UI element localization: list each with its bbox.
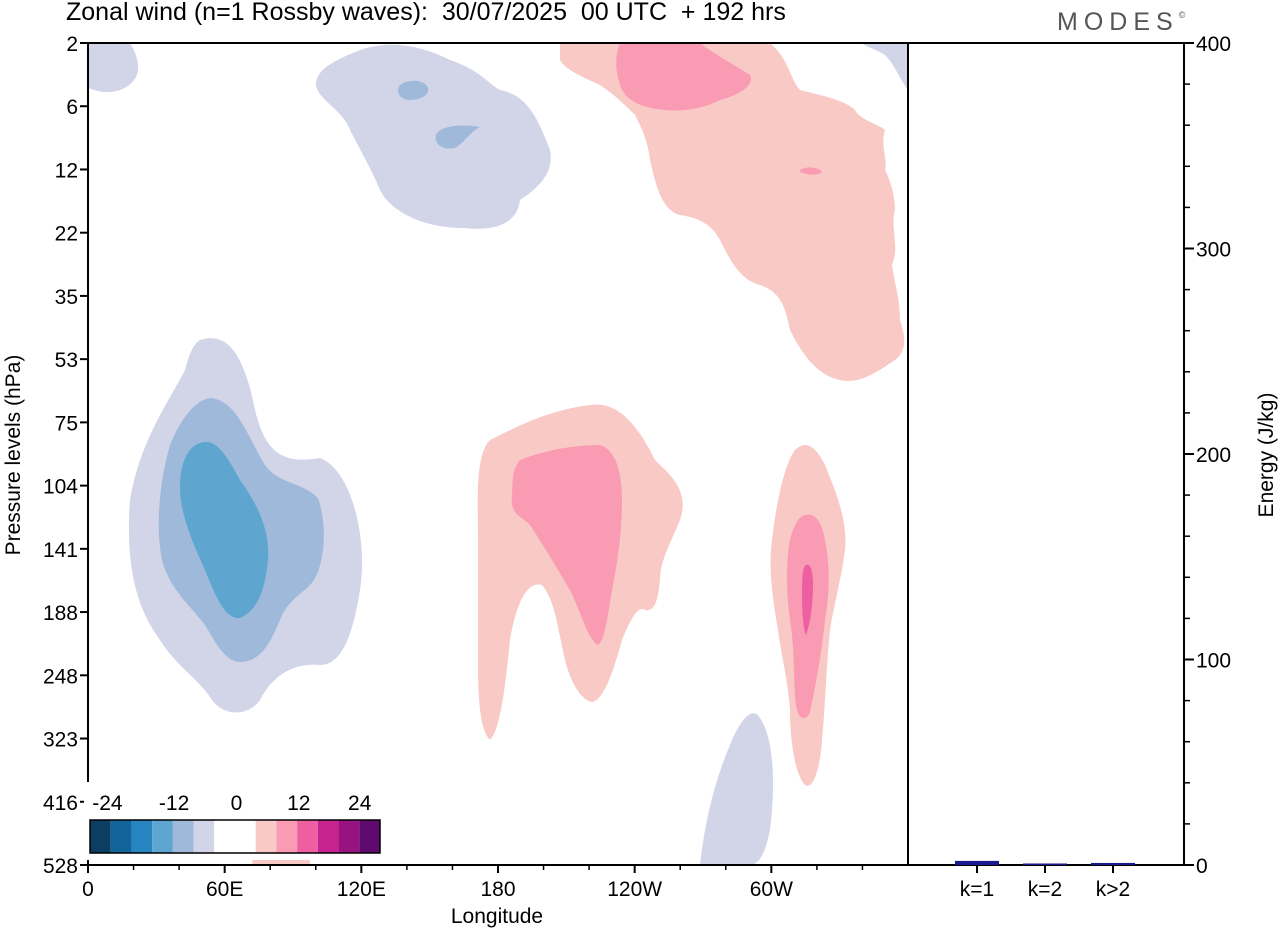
energy-bars: k=1 k=2 k>2 <box>955 860 1135 901</box>
contour-neg-west-core <box>180 442 269 619</box>
pressure-axis: 2 6 12 22 35 53 75 104 141 188 248 323 416 528 <box>43 33 88 878</box>
y-tick-label: 6 <box>66 96 78 119</box>
colorbar-swatch <box>317 820 339 853</box>
contour-neg-upper <box>315 44 551 229</box>
y-tick-label: 248 <box>43 665 78 688</box>
logo-mark: © <box>1178 10 1186 20</box>
colorbar-label: 24 <box>348 792 372 815</box>
colorbar-label: 12 <box>287 792 310 815</box>
y-tick-label: 104 <box>43 476 78 499</box>
energy-tick-label: 300 <box>1196 239 1231 262</box>
y-tick-label: 141 <box>43 539 78 562</box>
x-tick-label: 60W <box>750 878 793 901</box>
contour-pos-upper <box>560 43 905 381</box>
contour-pos-right-core <box>802 564 813 635</box>
colorbar-swatch <box>235 820 256 853</box>
contour-pos-upper-small <box>800 167 822 175</box>
energy-axis: 0 100 200 300 400 <box>1184 33 1231 878</box>
energy-axis-label: Energy (J/kg) <box>1255 393 1278 518</box>
energy-bar <box>955 860 999 865</box>
x-tick-label: 120W <box>607 878 662 901</box>
bar-category-label: k=1 <box>960 878 994 901</box>
colorbar-swatch <box>172 820 194 853</box>
y-tick-label: 528 <box>43 855 78 878</box>
energy-tick-label: 200 <box>1196 444 1231 467</box>
energy-tick-label: 100 <box>1196 650 1231 673</box>
y-tick-label: 323 <box>43 729 78 752</box>
contour-field <box>88 43 908 865</box>
colorbar-swatch <box>110 820 132 853</box>
colorbar-label: -24 <box>92 792 123 815</box>
colorbar: -24 -12 0 12 24 <box>84 782 386 860</box>
x-tick-label: 0 <box>82 878 94 901</box>
y-tick-label: 22 <box>55 223 78 246</box>
contour-neg-upper-mid1 <box>398 80 429 100</box>
x-axis-label: Longitude <box>451 905 543 928</box>
contour-neg-topright <box>862 43 908 90</box>
bar-category-label: k>2 <box>1096 878 1130 901</box>
colorbar-swatch <box>152 820 173 853</box>
y-tick-label: 12 <box>55 159 78 182</box>
chart-title: Zonal wind (n=1 Rossby waves): 30/07/202… <box>66 0 786 26</box>
contour-neg-topleft <box>88 43 139 93</box>
colorbar-swatch <box>338 820 360 853</box>
y-tick-label: 53 <box>55 349 78 372</box>
x-tick-label: 120E <box>337 878 386 901</box>
x-tick-label: 60E <box>206 878 243 901</box>
contour-pos-mid-core <box>511 445 622 645</box>
colorbar-label: -12 <box>159 792 189 815</box>
logo-text: MODES <box>1057 8 1179 36</box>
colorbar-swatch <box>90 820 111 853</box>
energy-bar <box>1023 863 1067 865</box>
colorbar-swatch <box>297 820 318 853</box>
contour-pos-upper-mid <box>616 43 751 111</box>
y-tick-label: 416 <box>43 792 78 815</box>
colorbar-frame <box>89 819 381 854</box>
colorbar-swatch <box>214 820 235 853</box>
colorbar-label: 0 <box>231 792 243 815</box>
longitude-axis: 0 60E 120E 180 120W 60W <box>82 865 864 901</box>
contour-neg-bottom <box>700 713 773 865</box>
modes-logo: MODES© <box>1057 8 1185 37</box>
y-tick-label: 75 <box>55 412 78 435</box>
y-tick-label: 2 <box>66 33 78 56</box>
colorbar-swatch <box>193 820 215 853</box>
y-tick-label: 35 <box>55 286 78 309</box>
colorbar-swatch <box>255 820 277 853</box>
x-tick-label: 180 <box>480 878 515 901</box>
y-tick-label: 188 <box>43 602 78 625</box>
energy-tick-label: 400 <box>1196 33 1231 56</box>
energy-tick-label: 0 <box>1196 855 1208 878</box>
energy-plot-frame <box>907 42 1185 866</box>
colorbar-swatch <box>131 820 153 853</box>
y-axis-label: Pressure levels (hPa) <box>2 355 25 556</box>
energy-bar <box>1091 862 1135 865</box>
bar-category-label: k=2 <box>1028 878 1062 901</box>
colorbar-swatch <box>276 820 298 853</box>
contour-neg-upper-mid2 <box>435 125 480 149</box>
colorbar-swatch <box>359 820 380 853</box>
